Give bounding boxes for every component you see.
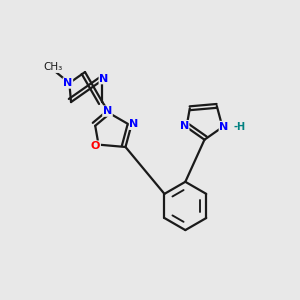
Text: O: O xyxy=(91,141,100,151)
Text: -H: -H xyxy=(233,122,245,131)
Text: N: N xyxy=(179,121,189,130)
Text: N: N xyxy=(99,74,109,84)
Text: N: N xyxy=(130,119,139,129)
Text: N: N xyxy=(219,122,229,131)
Text: N: N xyxy=(63,78,73,88)
Text: N: N xyxy=(103,106,112,116)
Text: CH₃: CH₃ xyxy=(44,62,63,72)
